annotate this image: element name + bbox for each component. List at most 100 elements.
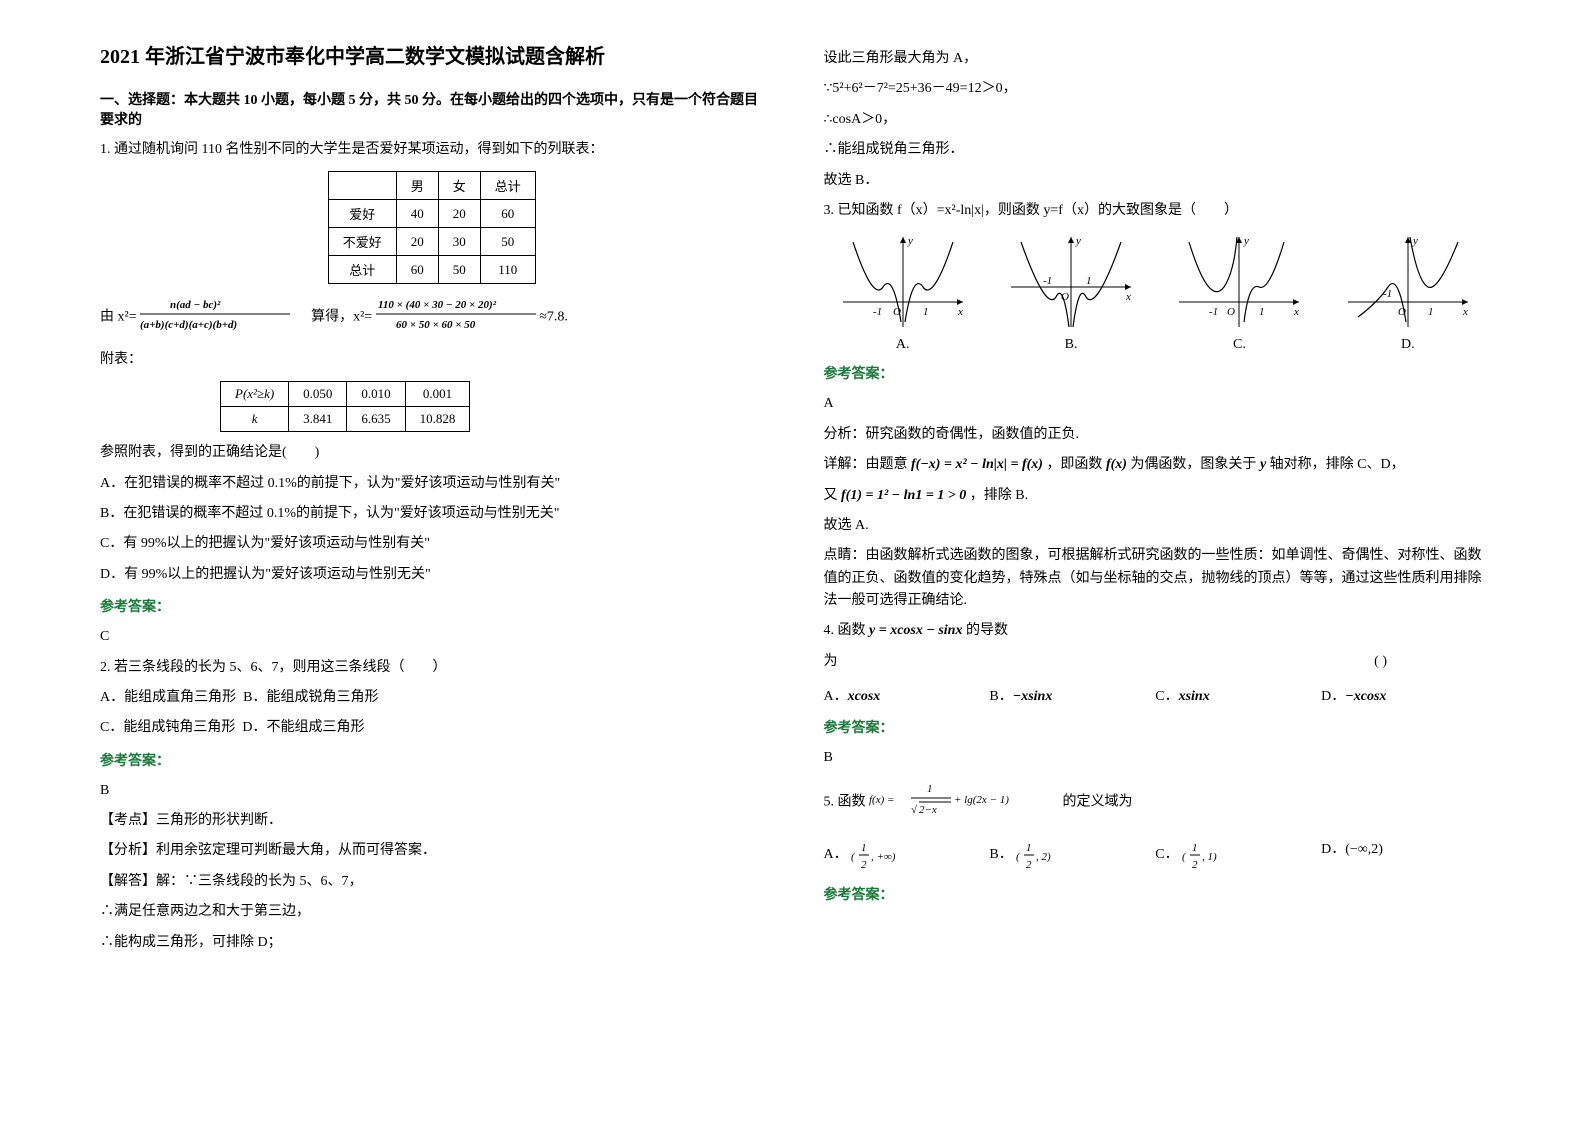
formula-prefix: 由 x²= <box>100 310 137 325</box>
q5-stem-post: 的定义域为 <box>1063 794 1133 809</box>
q3-graph-a: -1 O 1 x y A. <box>824 232 982 353</box>
exp2-f1: f(−x) = x² − ln|x| = f(x) <box>911 457 1043 472</box>
cell: 3.841 <box>289 407 347 432</box>
q3-answer-label: 参考答案： <box>824 363 1488 383</box>
cell: 20 <box>396 228 438 256</box>
label-c: C. <box>1160 337 1318 353</box>
q5-answer-label: 参考答案： <box>824 884 1488 904</box>
q4-stem-line2: 为 ( ) <box>824 651 1488 673</box>
q5-options: A． (12, +∞) B． (12, 2) C． (12, 1) D．(−∞,… <box>824 838 1488 872</box>
q4-option-d: D．−xcosx <box>1321 685 1487 705</box>
cell: 不爱好 <box>328 228 396 256</box>
svg-text:O: O <box>1227 306 1235 318</box>
cell: k <box>221 407 289 432</box>
cell: 6.635 <box>347 407 405 432</box>
q3-exp3: 又 f(1) = 1² − ln1 = 1 > 0 ，排除 B. <box>824 485 1488 507</box>
q3-graph-d: -1 O 1 x y D. <box>1329 232 1487 353</box>
exp2-post: 为偶函数，图象关于 <box>1130 457 1256 472</box>
right-column: 设此三角形最大角为 A， ∵5²+6²－7²=25+36－49=12＞0， ∴c… <box>824 40 1488 962</box>
q4-option-b: B．−xsinx <box>989 685 1155 705</box>
section-1-header: 一、选择题：本大题共 10 小题，每小题 5 分，共 50 分。在每小题给出的四… <box>100 89 764 129</box>
q1-option-a: A．在犯错误的概率不超过 0.1%的前提下，认为"爱好该项运动与性别有关" <box>100 473 764 495</box>
svg-text:x: x <box>1125 291 1131 303</box>
q3-answer: A <box>824 393 1488 415</box>
q3-graphs: -1 O 1 x y A. -1 O 1 x y B. <box>824 232 1488 353</box>
q5-option-c: C． (12, 1) <box>1155 838 1321 872</box>
svg-text:1: 1 <box>1428 306 1434 318</box>
svg-text:2: 2 <box>1192 859 1198 871</box>
cell <box>328 172 396 200</box>
q1-prompt: 参照附表，得到的正确结论是( ) <box>100 442 764 464</box>
svg-text:2−x: 2−x <box>919 804 937 816</box>
cell: 50 <box>438 256 480 284</box>
q3-exp1: 分析：研究函数的奇偶性，函数值的正负. <box>824 424 1488 446</box>
svg-text:n(ad − bc)²: n(ad − bc)² <box>170 299 221 311</box>
cell: 总计 <box>328 256 396 284</box>
cell: 60 <box>480 200 535 228</box>
svg-text:1: 1 <box>1086 275 1092 287</box>
q2-exp2: 【分析】利用余弦定理可判断最大角，从而可得答案． <box>100 840 764 862</box>
svg-text:1: 1 <box>927 783 933 795</box>
q5-option-b: B． (12, 2) <box>989 838 1155 872</box>
q3-exp5: 点睛：由函数解析式选函数的图象，可根据解析式研究函数的一些性质：如单调性、奇偶性… <box>824 545 1488 612</box>
exp2-pre: 详解：由题意 <box>824 457 908 472</box>
q4-paren: ( ) <box>1374 651 1387 673</box>
q4-stem-pre: 4. 函数 <box>824 623 866 638</box>
q4-answer: B <box>824 747 1488 769</box>
q1-formula-line: 由 x²= n(ad − bc)² (a+b)(c+d)(a+c)(b+d) 算… <box>100 294 764 340</box>
cell: 110 <box>480 256 535 284</box>
svg-text:-1: -1 <box>1383 288 1392 300</box>
svg-text:O: O <box>893 306 901 318</box>
q5-option-a: A． (12, +∞) <box>824 838 990 872</box>
cell: 总计 <box>480 172 535 200</box>
q2-exp3: 【解答】解：∵三条线段的长为 5、6、7， <box>100 871 764 893</box>
svg-text:y: y <box>907 235 913 247</box>
svg-text:, +∞): , +∞) <box>871 851 896 863</box>
svg-text:1: 1 <box>923 306 929 318</box>
q5-stem-pre: 5. 函数 <box>824 794 866 809</box>
q1-table2-label: 附表： <box>100 349 764 371</box>
svg-text:x: x <box>957 306 963 318</box>
svg-text:-1: -1 <box>1209 306 1218 318</box>
q2-exp6: 设此三角形最大角为 A， <box>824 48 1488 70</box>
graph-b-svg: -1 O 1 x y <box>1001 232 1141 332</box>
q4-answer-label: 参考答案： <box>824 717 1488 737</box>
cell: P(x²≥k) <box>221 382 289 407</box>
formula-mid: 算得，x²= <box>311 310 372 325</box>
cell: 50 <box>480 228 535 256</box>
q3-graph-b: -1 O 1 x y B. <box>992 232 1150 353</box>
exp3-post: ，排除 B. <box>970 488 1028 503</box>
q4-stem-line1: 4. 函数 y = xcosx − sinx 的导数 <box>824 620 1488 642</box>
cell: 女 <box>438 172 480 200</box>
q3-exp2: 详解：由题意 f(−x) = x² − ln|x| = f(x) ，即函数 f(… <box>824 454 1488 476</box>
label-a: A. <box>824 337 982 353</box>
svg-text:-1: -1 <box>873 306 882 318</box>
svg-text:O: O <box>1398 306 1406 318</box>
q2-option-a: A．能组成直角三角形 <box>100 690 236 705</box>
svg-text:O: O <box>1061 291 1069 303</box>
exp3-f: f(1) = 1² − ln1 = 1 > 0 <box>841 488 966 503</box>
q2-exp1: 【考点】三角形的形状判断． <box>100 810 764 832</box>
svg-text:(: ( <box>851 851 856 863</box>
cell: 爱好 <box>328 200 396 228</box>
svg-text:, 2): , 2) <box>1036 851 1051 863</box>
q2-option-d: D．不能组成三角形 <box>242 720 364 735</box>
exp2-y: y <box>1260 457 1266 472</box>
q2-exp9: ∴能组成锐角三角形． <box>824 139 1488 161</box>
svg-text:1: 1 <box>1192 842 1198 854</box>
svg-text:(: ( <box>1182 851 1187 863</box>
q1-stem: 1. 通过随机询问 110 名性别不同的大学生是否爱好某项运动，得到如下的列联表… <box>100 139 764 161</box>
q3-stem: 3. 已知函数 f（x）=x²-ln|x|，则函数 y=f（x）的大致图象是（ … <box>824 200 1488 222</box>
q5-stem: 5. 函数 f(x) = 1 √ 2−x + lg(2x − 1) 的定义域为 <box>824 778 1488 826</box>
svg-text:60 × 50 × 60 × 50: 60 × 50 × 60 × 50 <box>396 319 476 331</box>
svg-text:110 × (40 × 30 − 20 × 20)²: 110 × (40 × 30 − 20 × 20)² <box>378 299 497 311</box>
q3-exp4: 故选 A. <box>824 515 1488 537</box>
q1-option-b: B．在犯错误的概率不超过 0.1%的前提下，认为"爱好该项运动与性别无关" <box>100 503 764 525</box>
formula-suffix: ≈7.8. <box>539 310 568 325</box>
q4-option-c: C．xsinx <box>1155 685 1321 705</box>
exp2-end: 轴对称，排除 C、D， <box>1270 457 1405 472</box>
q2-option-c: C．能组成钝角三角形 <box>100 720 235 735</box>
svg-text:(: ( <box>1016 851 1021 863</box>
q5-option-d: D．(−∞,2) <box>1321 838 1487 872</box>
q4-stem-f: y = xcosx − sinx <box>869 623 962 638</box>
